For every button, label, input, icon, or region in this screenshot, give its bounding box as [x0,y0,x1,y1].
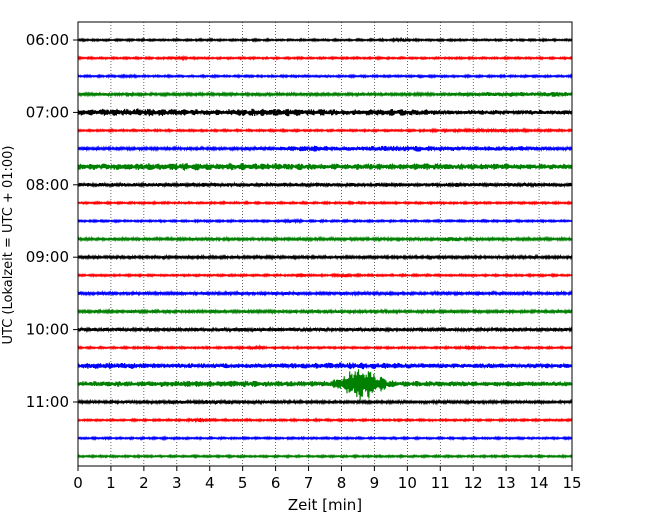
trace-0700 [77,108,573,117]
x-tick-label: 8 [337,474,347,492]
x-tick-label: 7 [304,474,314,492]
trace-0615 [77,54,573,62]
y-axis-label: UTC (Lokalzeit = UTC + 01:00) [1,146,16,345]
plot-frame [77,21,573,467]
y-tick-label: 10:00 [26,321,69,339]
x-tick-label: 0 [73,474,83,492]
trace-1145 [77,453,573,460]
x-tick-label: 14 [530,474,549,492]
y-tick-label: 08:00 [26,176,69,194]
trace-0715 [77,127,573,134]
trace-0830 [77,217,573,225]
y-tick-label: 07:00 [26,103,69,121]
trace-0945 [77,308,573,316]
x-tick-label: 4 [205,474,215,492]
x-tick-label: 15 [562,474,581,492]
trace-1000 [77,326,573,334]
x-tick-label: 11 [431,474,450,492]
trace-0915 [77,272,573,279]
x-tick-label: 9 [370,474,380,492]
trace-0800 [77,181,573,189]
x-tick-label: 6 [271,474,281,492]
trace-1100 [77,398,573,406]
x-tick-label: 1 [106,474,116,492]
y-tick-label: 06:00 [26,31,69,49]
trace-1130 [77,435,573,442]
x-tick-label: 3 [172,474,182,492]
trace-0645 [77,90,573,98]
trace-0730 [77,145,573,153]
trace-0900 [77,253,573,261]
x-axis-label: Zeit [min] [288,496,362,514]
trace-0630 [77,73,573,80]
x-tick-label: 12 [464,474,483,492]
x-tick-label: 10 [398,474,417,492]
x-tick-label: 5 [238,474,248,492]
trace-0745 [77,162,573,171]
seismic-traces [77,36,573,460]
trace-1045 [77,369,573,402]
x-tick-label: 2 [139,474,149,492]
y-tick-label: 11:00 [26,393,69,411]
trace-1015 [77,344,573,351]
vertical-gridlines [110,22,540,466]
trace-0600 [77,36,573,44]
trace-1115 [77,416,573,424]
trace-0815 [77,199,573,206]
trace-0930 [77,289,573,297]
trace-0845 [77,235,573,243]
x-axis-ticks: 0 1 2 3 4 5 6 7 8 9 10 11 12 13 14 15 [73,466,582,492]
trace-1030 [77,362,573,370]
y-axis-ticks: 06:00 07:00 08:00 09:00 10:00 11:00 [26,31,78,411]
y-tick-label: 09:00 [26,248,69,266]
x-tick-label: 13 [497,474,516,492]
